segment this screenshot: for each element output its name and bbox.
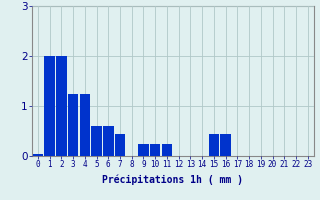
- Bar: [162, 144, 172, 156]
- X-axis label: Précipitations 1h ( mm ): Précipitations 1h ( mm ): [102, 175, 243, 185]
- Bar: [220, 134, 231, 156]
- Bar: [103, 126, 114, 156]
- Bar: [33, 154, 43, 156]
- Bar: [68, 94, 78, 156]
- Bar: [138, 144, 149, 156]
- Bar: [91, 126, 102, 156]
- Bar: [44, 56, 55, 156]
- Bar: [209, 134, 219, 156]
- Bar: [56, 56, 67, 156]
- Bar: [150, 144, 161, 156]
- Bar: [115, 134, 125, 156]
- Bar: [80, 94, 90, 156]
